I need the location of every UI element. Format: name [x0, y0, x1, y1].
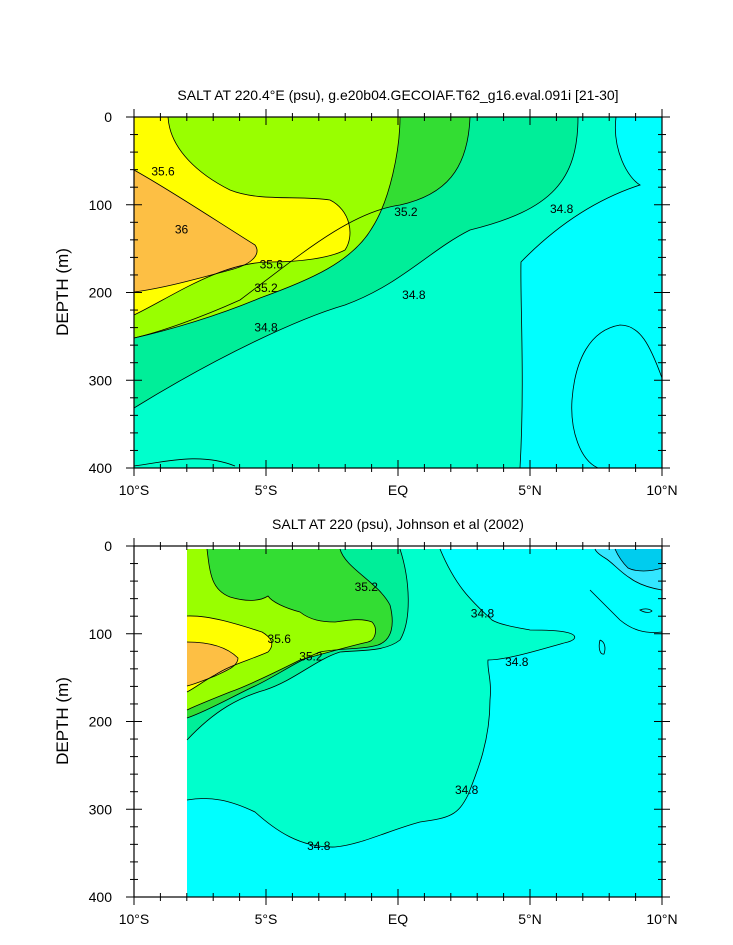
panel-1-title: SALT AT 220.4°E (psu), g.e20b04.GECOIAF.… — [177, 87, 618, 103]
y-tick-label: 0 — [104, 109, 112, 125]
region-freshest-ne — [615, 549, 662, 571]
contour-line-35.2 — [186, 548, 393, 719]
panel-2-tick-labels: 10°S 5°S EQ 5°N 10°N 0 100 200 300 400 — [89, 538, 678, 927]
region-35.4-35.6 — [187, 549, 376, 710]
contour-label: 34.8 — [307, 839, 331, 853]
contour-line-35.4 — [186, 548, 376, 711]
x-tick-label: 5°N — [518, 911, 542, 927]
contour-label: 34.8 — [455, 783, 479, 797]
x-tick-label: EQ — [388, 911, 408, 927]
contour-label: 34.8 — [254, 321, 278, 335]
x-tick-label: 5°S — [255, 911, 278, 927]
x-tick-label: 10°S — [119, 911, 150, 927]
panel-2-title: SALT AT 220 (psu), Johnson et al (2002) — [272, 516, 524, 532]
contour-label: 34.8 — [550, 202, 574, 216]
contour-line-36 — [186, 641, 239, 687]
y-tick-label: 100 — [89, 197, 113, 213]
x-tick-label: 10°N — [646, 911, 677, 927]
y-tick-label: 400 — [89, 889, 113, 905]
panel-1-y-axis-label: DEPTH (m) — [53, 248, 72, 336]
x-tick-label: 5°N — [518, 482, 542, 498]
panel-2-y-axis-label: DEPTH (m) — [53, 677, 72, 765]
contour-label: 35.2 — [299, 650, 323, 664]
y-tick-label: 0 — [104, 538, 112, 554]
contour-label: 35.2 — [394, 205, 418, 219]
panel-observations: SALT AT 220 (psu), Johnson et al (2002) — [53, 516, 678, 927]
panel-1-ticks — [126, 109, 670, 476]
contour-line-34.6-ne — [594, 548, 662, 591]
contour-line-35.4 — [134, 117, 401, 339]
panel-2-plot-area — [134, 546, 662, 897]
contour-line-34.8 — [186, 548, 576, 848]
contour-line-35.2 — [134, 117, 471, 339]
contour-label: 35.2 — [254, 281, 278, 295]
x-tick-label: EQ — [388, 482, 408, 498]
x-tick-label: 10°N — [646, 482, 677, 498]
panel-2-contour-labels: 35.2 34.8 35.6 35.2 34.8 34.8 34.8 — [268, 580, 529, 853]
contour-label: 34.8 — [402, 288, 426, 302]
x-tick-label: 10°S — [119, 482, 150, 498]
panel-1-tick-labels: 10°S 5°S EQ 5°N 10°N 0 100 200 300 400 — [89, 109, 678, 498]
contour-line-34.8-closed — [571, 324, 662, 468]
y-tick-label: 100 — [89, 626, 113, 642]
contour-label: 35.2 — [355, 580, 379, 594]
contour-label: 36 — [175, 222, 189, 236]
contour-label: 35.6 — [268, 632, 292, 646]
contour-line-35.0 — [186, 548, 409, 741]
contour-line-34.6-tail — [598, 639, 606, 655]
contour-line-35.0 — [134, 117, 579, 409]
contour-line-34.6-small — [639, 608, 653, 613]
y-tick-label: 200 — [89, 714, 113, 730]
region-gt-36 — [134, 170, 258, 292]
panel-1-plot-area — [134, 117, 662, 468]
contour-line-35.6 — [186, 615, 273, 693]
contour-line-34.8-bottom — [134, 458, 236, 467]
contour-line-34.6-east — [589, 589, 662, 633]
contour-line-34.4-ne — [614, 548, 662, 572]
y-tick-label: 300 — [89, 372, 113, 388]
contour-line-34.8 — [519, 117, 641, 468]
contour-label: 35.6 — [260, 257, 284, 271]
contour-line-36 — [134, 169, 258, 293]
panel-1-contour-labels: 35.6 36 35.6 35.2 34.8 35.2 34.8 34.8 — [151, 164, 573, 334]
panel-2-ticks — [126, 538, 670, 905]
x-tick-label: 5°S — [255, 482, 278, 498]
region-gt-36 — [187, 642, 238, 686]
y-tick-label: 200 — [89, 285, 113, 301]
region-lt-34.8-upper — [187, 549, 662, 897]
contour-label: 34.8 — [505, 655, 529, 669]
y-tick-label: 300 — [89, 801, 113, 817]
contour-label: 35.6 — [151, 164, 175, 178]
contour-label: 34.8 — [471, 607, 495, 621]
panel-model: SALT AT 220.4°E (psu), g.e20b04.GECOIAF.… — [53, 87, 678, 498]
y-tick-label: 400 — [89, 460, 113, 476]
